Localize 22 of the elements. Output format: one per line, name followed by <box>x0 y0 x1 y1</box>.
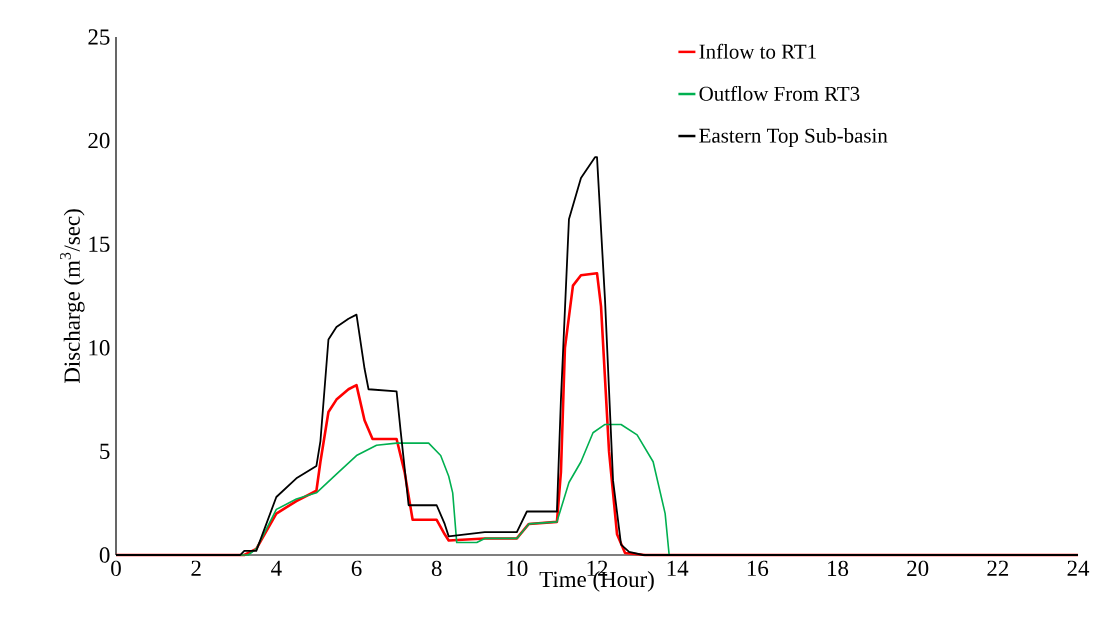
y-axis-title: Discharge (m$^{3}$/sec) <box>60 209 85 384</box>
x-tick-label: 4 <box>271 560 282 576</box>
x-tick-label: 6 <box>351 560 362 577</box>
legend-label: Eastern Top Sub-basin <box>699 128 888 147</box>
x-tick-label: 8 <box>431 560 442 577</box>
y-tick-label: 10 <box>89 340 110 356</box>
x-tick-label: 14 <box>667 560 689 576</box>
y-tick-label: 5 <box>100 443 110 460</box>
y-tick-label: 20 <box>88 132 110 149</box>
x-tick-label: 0 <box>111 560 121 577</box>
x-tick-label: 18 <box>828 560 849 577</box>
x-tick-label: 24 <box>1067 560 1090 576</box>
legend-label: Inflow to RT1 <box>699 43 816 59</box>
x-tick-label: 20 <box>907 560 929 577</box>
x-tick-label: 16 <box>747 560 769 577</box>
legend-label: Outflow From RT3 <box>699 85 860 101</box>
x-tick-label: 2 <box>191 560 201 576</box>
x-tick-label: 22 <box>987 560 1009 576</box>
y-tick-label: 15 <box>89 236 110 252</box>
y-tick-label: 0 <box>99 547 110 563</box>
x-tick-label: 10 <box>507 560 528 577</box>
y-tick-label: 25 <box>88 29 110 45</box>
